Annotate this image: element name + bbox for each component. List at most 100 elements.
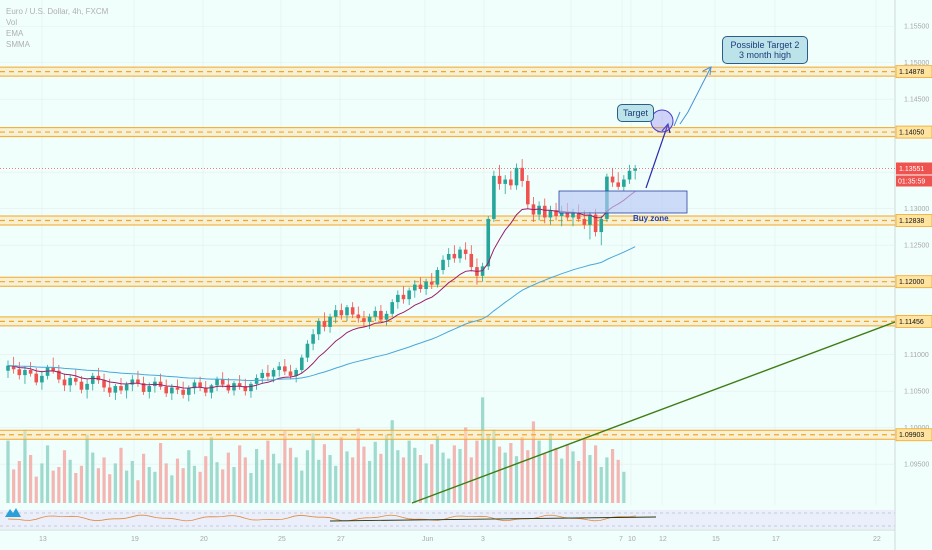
volume-bar	[40, 463, 44, 503]
y-tick-label: 1.11000	[904, 352, 929, 359]
target-tick	[673, 111, 681, 127]
x-tick-label: 13	[39, 536, 47, 543]
candle-body	[350, 307, 355, 315]
candle-body	[209, 385, 214, 393]
x-tick-label: 15	[712, 536, 720, 543]
candle-body	[254, 378, 259, 384]
target-annotation[interactable]: Target	[617, 104, 655, 122]
volume-bar	[390, 420, 394, 503]
candle-body	[486, 218, 491, 267]
volume-bar	[266, 440, 270, 503]
volume-bar	[243, 457, 247, 503]
candle-body	[622, 179, 626, 187]
buy-zone-box	[558, 190, 688, 214]
candle-body	[497, 175, 502, 184]
volume-bar	[294, 457, 298, 503]
candle-body	[277, 366, 281, 371]
candle-body	[441, 259, 445, 271]
volume-bar	[158, 443, 163, 503]
candle-body	[554, 210, 558, 217]
volume-bar	[560, 458, 564, 503]
candle-body	[96, 375, 101, 381]
countdown-label: 01:35:59	[898, 178, 925, 185]
candle-body	[260, 372, 265, 379]
y-tick-label: 1.13000	[904, 206, 929, 213]
candle-body	[571, 213, 575, 218]
volume-bar	[577, 461, 581, 503]
volume-bar	[328, 455, 332, 503]
volume-bar	[62, 450, 67, 503]
volume-bar	[401, 457, 406, 503]
volume-bar	[599, 467, 603, 503]
candle-body	[113, 386, 118, 393]
candle-body	[396, 294, 400, 303]
candle-body	[401, 294, 406, 300]
volume-bar	[142, 453, 146, 503]
volume-bar	[435, 435, 439, 503]
volume-bar	[255, 449, 259, 503]
volume-bar	[322, 444, 326, 503]
candle-body	[429, 281, 434, 285]
candle-body	[345, 307, 349, 316]
volume-bar	[503, 452, 507, 503]
volume-bar	[475, 440, 479, 503]
volume-bar	[271, 453, 276, 503]
volume-bar	[486, 435, 490, 503]
target2-line1: Possible Target 2	[730, 40, 800, 50]
candle-body	[633, 168, 637, 171]
candle-body	[526, 180, 530, 205]
plot-background	[0, 0, 895, 550]
volume-bar	[300, 470, 304, 503]
volume-bar	[288, 447, 293, 503]
candle-body	[107, 387, 112, 393]
countdown-badge	[896, 175, 932, 187]
candle-body	[249, 383, 253, 392]
candle-body	[85, 383, 89, 390]
candle-body	[542, 205, 547, 218]
candle-body	[339, 310, 344, 316]
volume-bar	[537, 440, 541, 503]
level-price-badge	[895, 125, 932, 139]
chart-legend: Euro / U.S. Dollar, 4h, FXCM Vol EMA SMM…	[6, 6, 108, 50]
candle-body	[102, 380, 106, 388]
candle-body	[181, 389, 185, 395]
candle-body	[79, 381, 84, 390]
symbol-line: Euro / U.S. Dollar, 4h, FXCM	[6, 7, 109, 16]
volume-bar	[610, 449, 615, 503]
volume-bar	[96, 468, 100, 503]
candle-body	[418, 284, 423, 289]
candle-body	[124, 384, 129, 391]
candle-body	[407, 290, 411, 300]
target2-annotation[interactable]: Possible Target 2 3 month high	[722, 36, 808, 64]
candle-body	[266, 372, 270, 377]
candle-body	[28, 370, 33, 374]
tradingview-logo-icon[interactable]	[4, 506, 22, 518]
candle-body	[452, 253, 457, 259]
level-price-badge	[895, 275, 932, 289]
volume-bar	[209, 437, 213, 503]
candle-body	[379, 310, 383, 320]
candle-body	[130, 379, 135, 385]
candle-body	[565, 211, 570, 218]
candle-body	[616, 182, 620, 187]
candle-body	[192, 382, 197, 389]
volume-bar	[605, 457, 609, 503]
volume-bar	[520, 437, 524, 503]
candle-body	[576, 213, 581, 219]
volume-bar	[29, 455, 33, 503]
oscillator-trendline	[329, 516, 657, 522]
volume-bar	[334, 465, 338, 503]
candle-body	[548, 210, 553, 218]
candle-body	[62, 379, 67, 386]
volume-bar	[187, 450, 191, 503]
level-price-badge	[895, 314, 932, 328]
level-price-label: 1.14050	[899, 130, 924, 137]
candle-body	[90, 375, 95, 384]
candle-body	[322, 321, 327, 327]
volume-bar	[554, 447, 558, 503]
volume-bar	[17, 461, 21, 503]
volume-bar	[198, 471, 202, 503]
volume-bar	[108, 474, 112, 503]
